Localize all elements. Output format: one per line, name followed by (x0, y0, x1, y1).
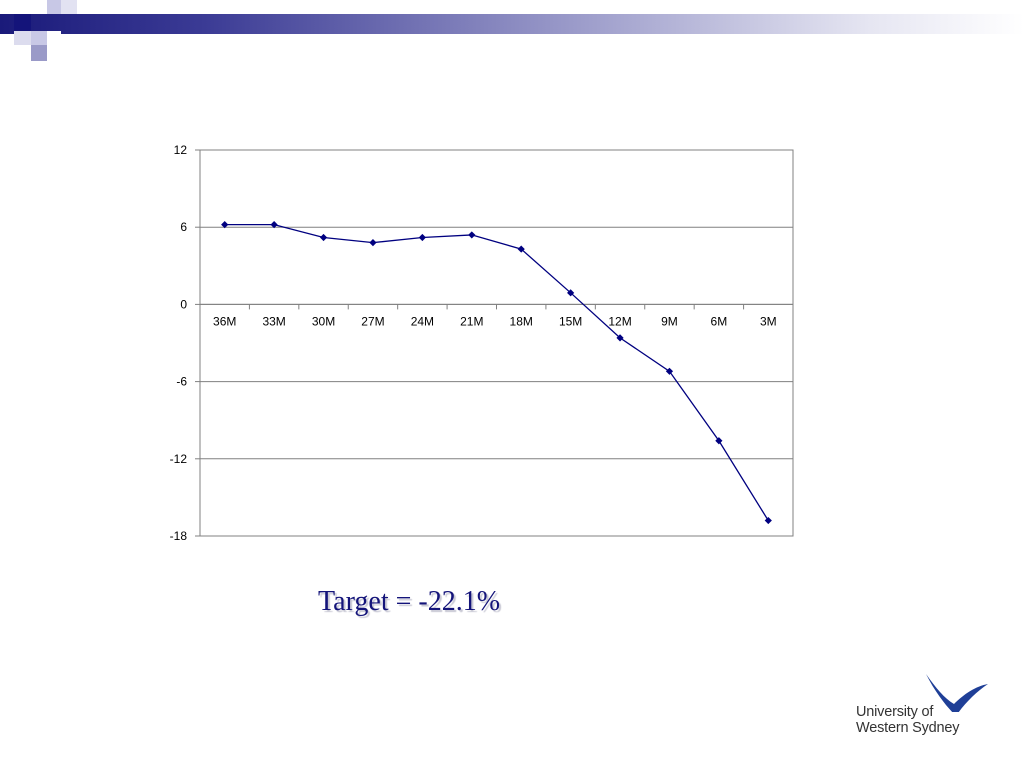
data-point (715, 437, 723, 445)
y-tick-label: -6 (176, 375, 187, 389)
header-gradient-bar (0, 14, 1024, 34)
x-tick-label: 6M (711, 314, 728, 328)
x-tick-label: 30M (312, 314, 335, 328)
data-point (517, 245, 525, 253)
y-axis-ticks: 12 6 0 -6 -12 -18 (170, 143, 188, 543)
logo-wordmark: University of Western Sydney (856, 704, 960, 736)
x-tick-label: 9M (661, 314, 678, 328)
target-caption: Target = -22.1% (318, 586, 501, 617)
x-tick-label: 15M (559, 314, 582, 328)
decorative-square (61, 0, 77, 14)
y-tick-label: 6 (180, 220, 187, 234)
decorative-square (14, 14, 31, 31)
x-tick-label: 3M (760, 314, 777, 328)
decorative-square (31, 0, 48, 14)
data-series (221, 221, 772, 525)
y-tick-label: 12 (174, 143, 188, 157)
y-tick-label: 0 (180, 297, 187, 311)
data-point (369, 239, 377, 247)
data-point (319, 233, 328, 242)
data-point (418, 233, 426, 242)
decorative-square (31, 45, 47, 61)
data-point (616, 334, 624, 342)
x-tick-label: 36M (213, 314, 236, 328)
university-logo: University of Western Sydney (856, 672, 996, 742)
logo-line-2: Western Sydney (856, 720, 960, 736)
decorative-square (47, 31, 61, 45)
x-tick-label: 18M (510, 314, 533, 328)
data-point (270, 221, 278, 229)
x-tick-label: 12M (608, 314, 631, 328)
decorative-square (31, 31, 47, 45)
x-tick-label: 33M (262, 314, 285, 328)
logo-line-1: University of (856, 704, 934, 720)
decorative-square (14, 31, 31, 45)
x-tick-label: 21M (460, 314, 483, 328)
y-tick-label: -12 (170, 452, 188, 466)
data-point (567, 289, 575, 297)
plot-area (199, 149, 794, 537)
x-axis: 36M 33M 30M 27M 24M 21M 18M 15M 12M 9M 6M 3M (199, 303, 794, 328)
series-line (224, 223, 769, 521)
x-tick-label: 24M (411, 314, 434, 328)
data-point (764, 516, 772, 525)
x-tick-label: 27M (361, 314, 384, 328)
data-point (221, 221, 229, 229)
logo-mark-icon (926, 674, 988, 712)
decorative-square (47, 0, 61, 14)
data-point (665, 367, 674, 375)
data-point (468, 231, 476, 239)
y-tick-label: -18 (170, 529, 188, 543)
